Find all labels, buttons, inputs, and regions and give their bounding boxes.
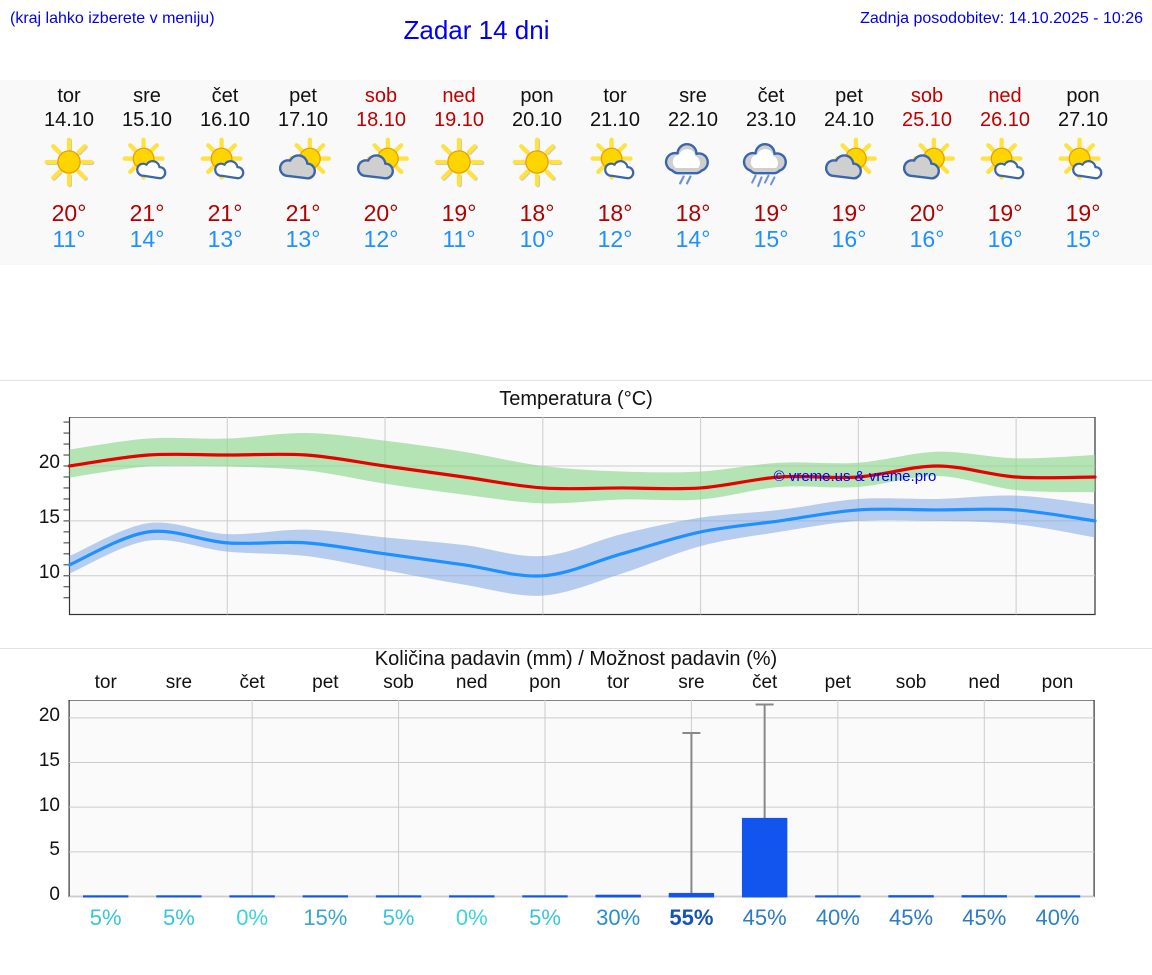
svg-text:© vreme.us & vreme.pro: © vreme.us & vreme.pro (774, 468, 937, 485)
